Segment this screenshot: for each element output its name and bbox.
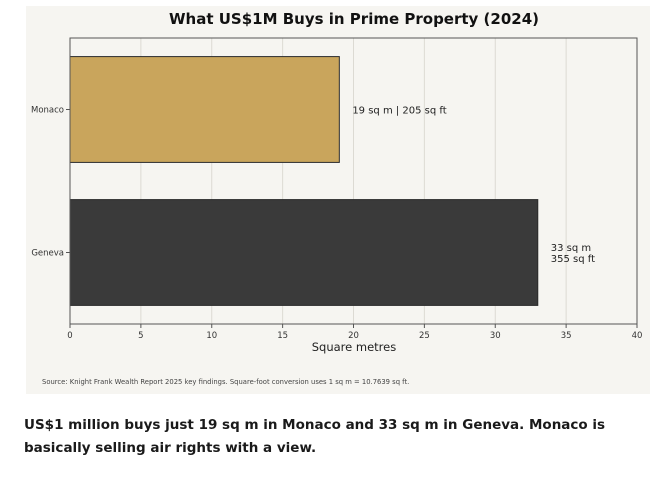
bar-monaco — [69, 56, 340, 163]
caption-text: US$1 million buys just 19 sq m in Monaco… — [24, 417, 606, 456]
x-tick-label: 35 — [561, 331, 572, 341]
x-tick-label: 20 — [348, 331, 359, 341]
data-label: 19 sq m | 205 sq ft — [352, 106, 446, 117]
x-tick-label: 40 — [632, 331, 643, 341]
bar-geneva — [69, 199, 539, 306]
x-tick-label: 15 — [277, 331, 288, 341]
x-axis-ticks: 0 5 10 15 20 25 30 35 40 — [67, 324, 642, 341]
x-tick-label: 25 — [419, 331, 430, 341]
chart-figure: What US$1M Buys in Prime Property (2024)… — [26, 6, 650, 394]
x-tick-label: 5 — [138, 331, 143, 341]
data-label: 355 sq ft — [551, 254, 595, 265]
x-axis-label: Square metres — [312, 340, 396, 354]
x-tick-label: 0 — [67, 331, 72, 341]
chart-title: What US$1M Buys in Prime Property (2024) — [169, 10, 539, 28]
x-tick-label: 10 — [206, 331, 217, 341]
x-tick-label: 30 — [490, 331, 501, 341]
y-tick-label: Geneva — [31, 249, 64, 259]
data-label: 33 sq m — [551, 243, 591, 254]
source-note: Source: Knight Frank Wealth Report 2025 … — [42, 378, 409, 386]
y-tick-label: Monaco — [31, 106, 64, 116]
y-axis-ticks: Monaco Geneva — [31, 106, 70, 259]
bar-chart: What US$1M Buys in Prime Property (2024)… — [26, 6, 650, 394]
